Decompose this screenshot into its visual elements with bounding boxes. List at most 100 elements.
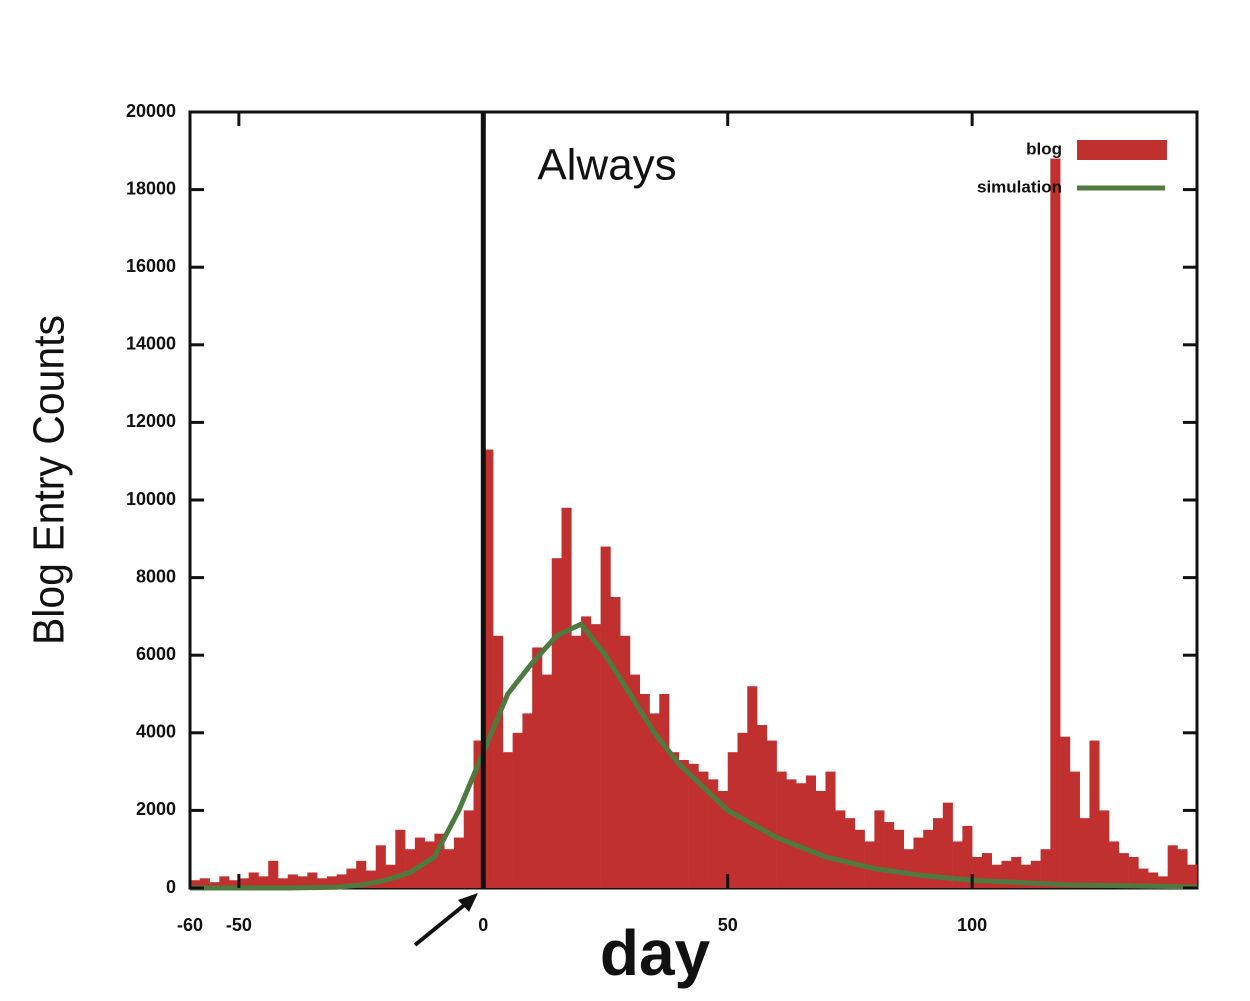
bar [717,791,729,888]
bar [629,674,641,888]
bar [884,822,895,888]
bar [659,694,670,888]
bar [815,791,826,888]
chart-title: Always [537,141,676,190]
bar [1040,849,1051,888]
bar [414,837,425,888]
bar [1011,856,1022,888]
bar [502,752,513,888]
bar [1138,868,1149,888]
y-tick-label: 6000 [136,644,176,664]
bar [405,849,416,888]
x-tick-label: 50 [718,915,738,935]
y-tick-label: 16000 [126,256,176,276]
bar [522,713,533,888]
bar [326,876,337,888]
bar [845,818,856,888]
bar [336,874,347,888]
bar [1001,860,1012,888]
bar [864,841,875,888]
bar [277,878,289,888]
x-tick-label: -60 [177,915,203,935]
bar [512,732,523,888]
bar [796,783,807,888]
bar [238,878,249,888]
bar [610,597,621,888]
bar [893,829,904,888]
bar [991,864,1002,888]
bar [854,829,865,888]
bar [473,740,484,888]
bar [268,860,279,888]
y-tick-label: 20000 [126,101,176,121]
bar [493,635,504,888]
bar [835,810,846,888]
bar [1050,158,1061,888]
bar [825,771,836,888]
legend-swatch [1077,140,1167,160]
bar [786,779,797,888]
bar [1128,856,1139,888]
bar [1167,845,1178,888]
y-tick-label: 4000 [136,722,176,742]
bar [923,829,934,888]
bar [297,876,308,888]
bar [356,860,367,888]
arrow [413,893,478,947]
bar [1021,864,1032,888]
bar [219,876,230,888]
bar [1118,853,1129,888]
legend-label: blog [1026,139,1062,158]
bar [962,825,973,888]
x-tick-label: 100 [957,915,987,935]
bar [199,878,210,888]
y-tick-label: 2000 [136,799,176,819]
bar [805,775,817,888]
bar [395,829,406,888]
bar [727,752,738,888]
bar [1030,860,1041,888]
bar [444,849,455,888]
bar [913,837,924,888]
x-tick-label: -50 [226,915,252,935]
bar [463,810,474,888]
bar [1148,872,1159,888]
bar [737,732,748,888]
y-axis-label: Blog Entry Counts [25,315,74,645]
bar [1109,841,1120,888]
bar [483,449,494,888]
bar [1187,864,1198,888]
bar [1099,810,1110,888]
x-tick-label: 0 [478,915,488,935]
bar [317,878,328,888]
y-tick-label: 0 [166,877,176,897]
bar [972,856,983,888]
bar [1177,849,1188,888]
bar [688,763,699,888]
bar [600,546,611,888]
bar [453,837,465,888]
y-tick-label: 14000 [126,334,176,354]
bar [532,647,543,888]
bar [903,849,914,888]
bar [581,616,592,888]
bar [639,694,650,888]
bar [307,872,318,888]
bar [1079,818,1090,888]
bar [258,876,269,888]
bar [952,841,963,888]
bar [346,868,357,888]
bar [365,870,377,888]
bar [1060,736,1071,888]
bar [229,880,240,888]
bar [620,635,631,888]
bar [248,872,259,888]
bar [766,740,777,888]
bar [933,818,944,888]
bar [981,853,992,888]
y-tick-label: 12000 [126,411,176,431]
bar [561,507,572,888]
bar [874,810,885,888]
bar [649,713,660,888]
